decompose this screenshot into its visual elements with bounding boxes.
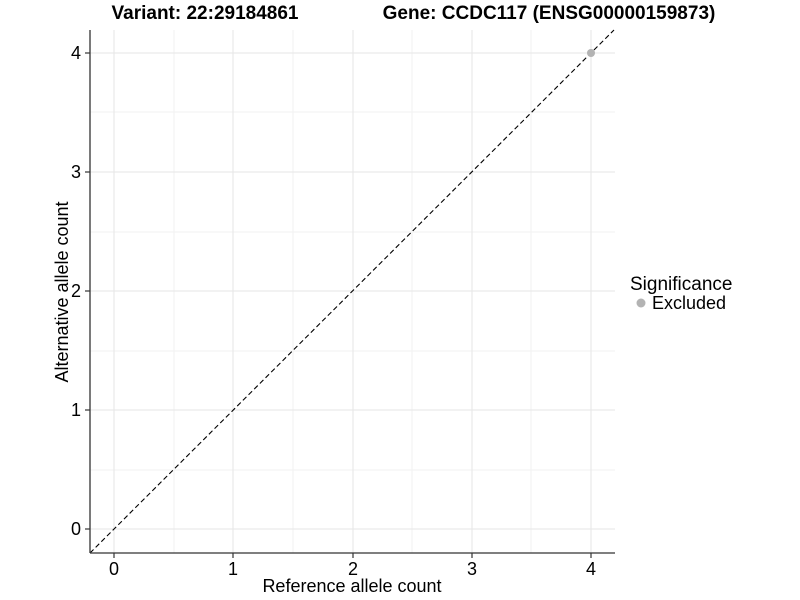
y-tick-label-2: 2 (71, 281, 81, 301)
identity-dashed-line (89, 29, 615, 554)
legend: Significance Excluded (630, 274, 732, 313)
y-tick-label-4: 4 (71, 43, 81, 63)
legend-label-excluded: Excluded (652, 293, 726, 313)
y-axis-title: Alternative allele count (52, 201, 72, 382)
x-tick-labels: 0 1 2 3 4 (109, 559, 596, 579)
x-tick-label-3: 3 (467, 559, 477, 579)
y-tick-label-1: 1 (71, 400, 81, 420)
y-tick-label-3: 3 (71, 162, 81, 182)
y-tick-labels: 0 1 2 3 4 (71, 43, 81, 539)
x-tick-label-1: 1 (228, 559, 238, 579)
x-tick-label-4: 4 (586, 559, 596, 579)
x-axis-title: Reference allele count (262, 576, 441, 596)
legend-title: Significance (630, 274, 732, 295)
x-tick-label-0: 0 (109, 559, 119, 579)
gene-title: Gene: CCDC117 (ENSG00000159873) (383, 3, 716, 24)
tick-marks (85, 52, 592, 558)
variant-title: Variant: 22:29184861 (112, 3, 299, 24)
major-gridlines (90, 30, 615, 553)
y-tick-label-0: 0 (71, 519, 81, 539)
x-tick-label-2: 2 (348, 559, 358, 579)
data-point-excluded-4-4 (587, 49, 595, 57)
legend-key-excluded-icon (636, 298, 646, 308)
